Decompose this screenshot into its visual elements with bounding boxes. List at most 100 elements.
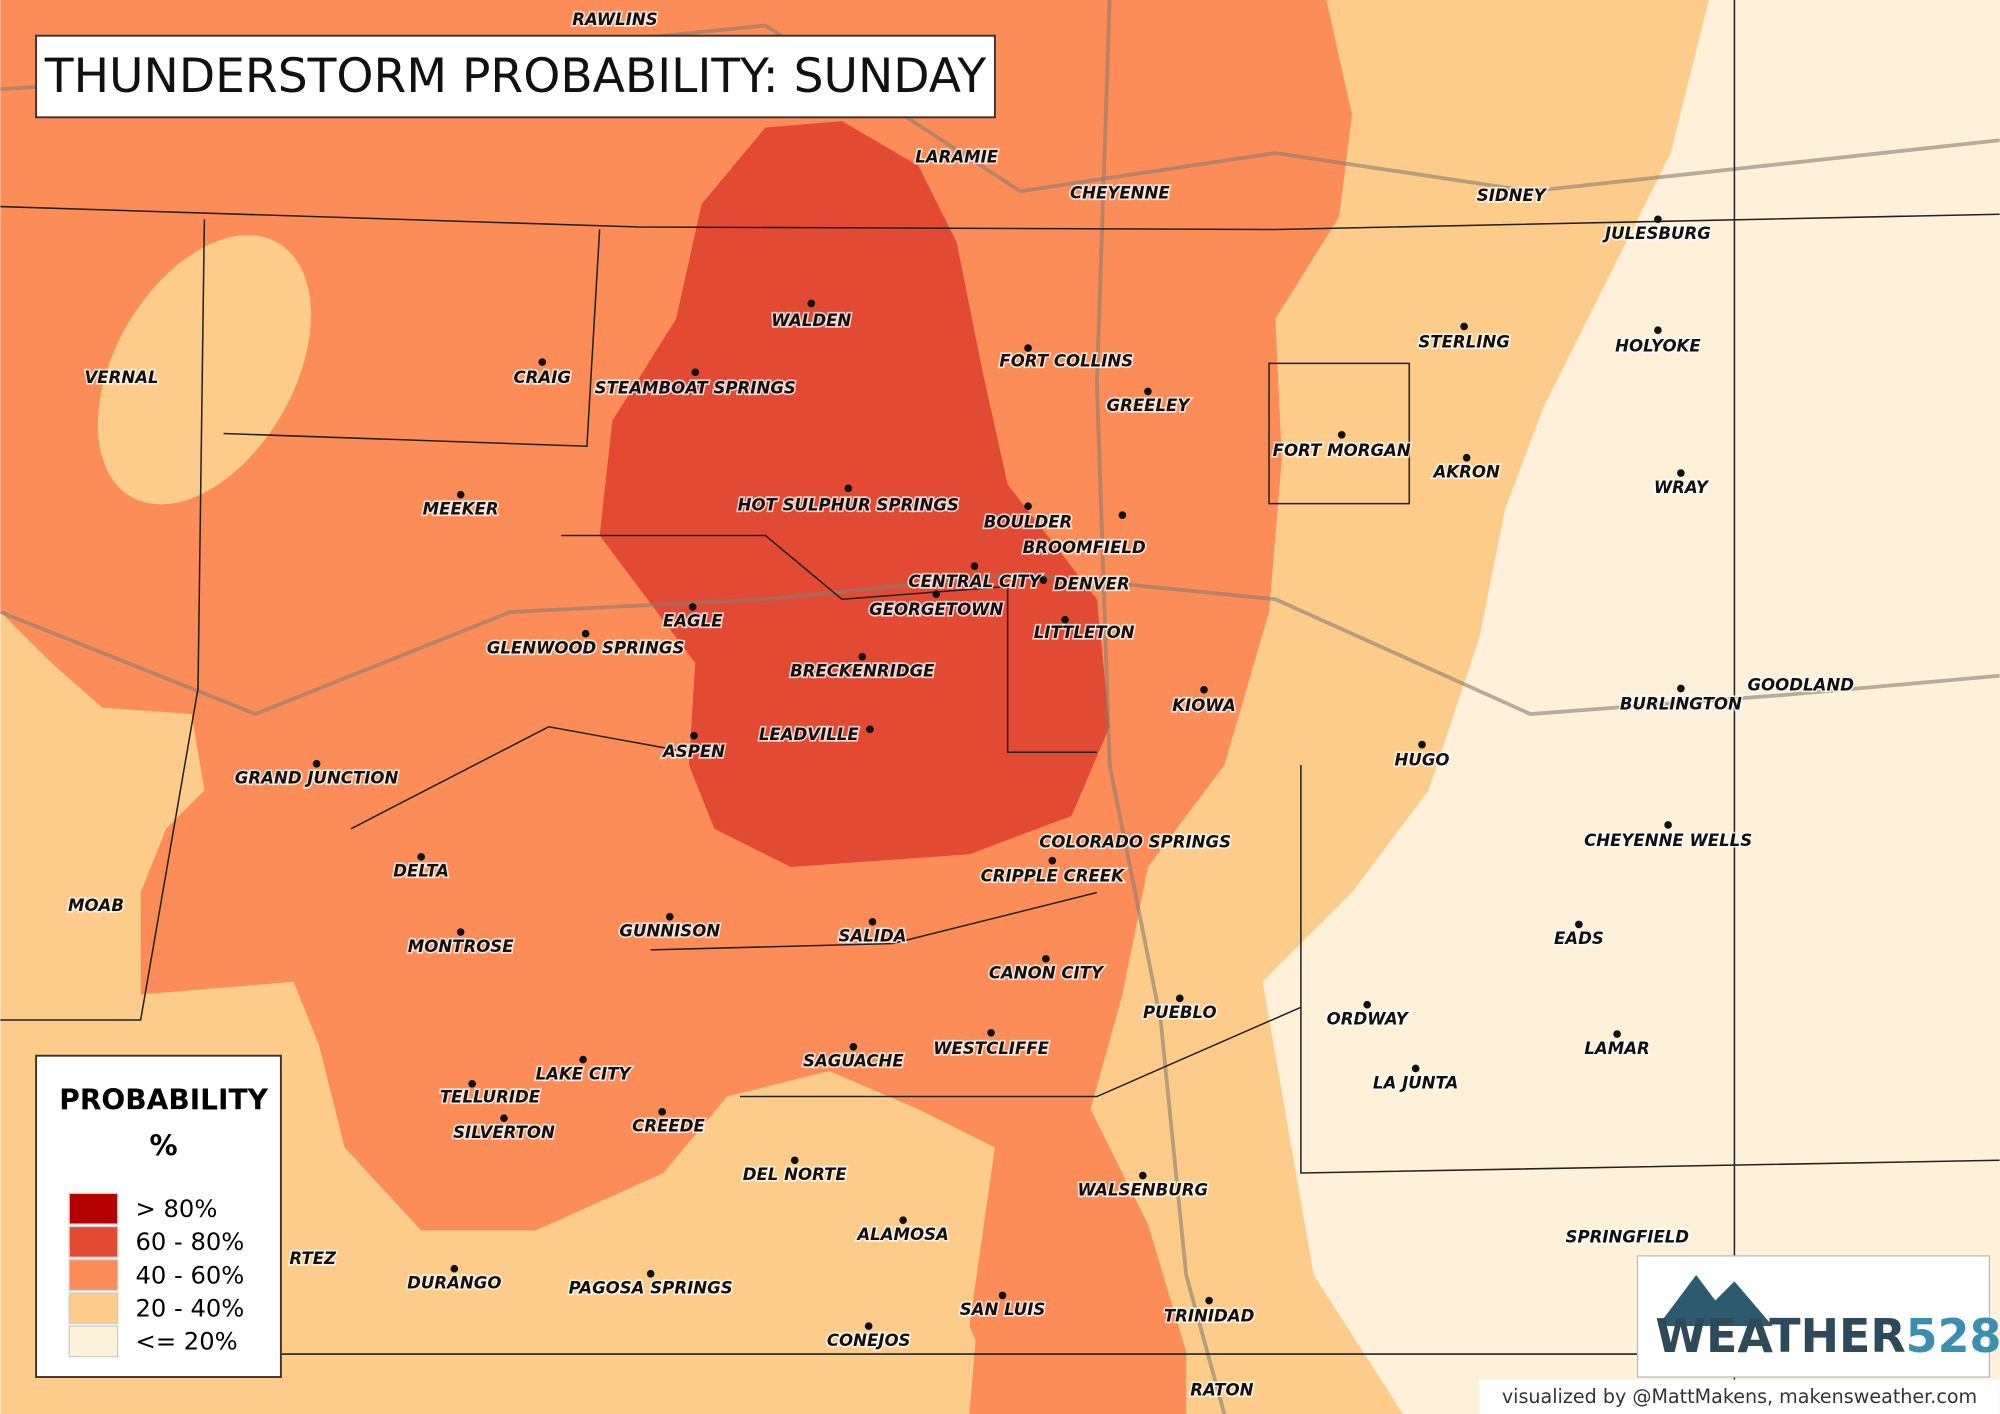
city-label: SIDNEY: [1477, 186, 1548, 205]
logo-number: 5280: [1906, 1308, 2000, 1362]
legend-swatch: [68, 1225, 119, 1258]
city-dot: [538, 358, 547, 366]
city-dot: [1175, 994, 1184, 1003]
city-dot: [1024, 502, 1032, 511]
legend-swatch: [68, 1325, 119, 1358]
city-label: KIOWA: [1172, 696, 1236, 715]
city-dot: [658, 1107, 666, 1116]
city-label: CREEDE: [632, 1117, 705, 1136]
city-label: SAN LUIS: [960, 1300, 1046, 1319]
city-label: SALIDA: [838, 927, 906, 946]
city-label: DURANGO: [407, 1273, 501, 1292]
city-label: DENVER: [1054, 575, 1130, 594]
city-dot: [1042, 954, 1050, 963]
city-label: GRAND JUNCTION: [235, 769, 399, 788]
city-dot: [468, 1079, 476, 1088]
city-label: FORT MORGAN: [1273, 441, 1411, 460]
city-label: STERLING: [1418, 332, 1509, 351]
city-label: COLORADO SPRINGS: [1039, 832, 1231, 851]
city-label: LAMAR: [1584, 1039, 1649, 1058]
city-label: VERNAL: [84, 368, 158, 387]
city-label: MOAB: [68, 896, 124, 915]
city-label: CHEYENNE WELLS: [1584, 831, 1752, 850]
cities: RAWLINS LARAMIE CHEYENNE SIDNEY JULESBURG WAL…: [66, 8, 1855, 1401]
city-dot: [790, 1156, 799, 1165]
city-label: TRINIDAD: [1164, 1307, 1255, 1326]
city-label: TELLURIDE: [440, 1087, 541, 1106]
city-dot: [864, 1322, 873, 1330]
city-dot: [1613, 1030, 1621, 1038]
city-dot: [1460, 322, 1468, 331]
city-label: JULESBURG: [1602, 224, 1711, 243]
city-dot: [500, 1114, 508, 1123]
city-label: HOLYOKE: [1615, 336, 1701, 355]
city-dot: [970, 562, 979, 570]
city-dot: [1411, 1064, 1420, 1073]
legend-swatch: [68, 1192, 119, 1225]
city-label: ALAMOSA: [855, 1225, 949, 1244]
logo: WEATHER5280: [1655, 1308, 2000, 1362]
city-label: WALDEN: [771, 311, 851, 330]
city-label: LEADVILLE: [759, 725, 860, 744]
city-dot: [450, 1264, 459, 1273]
city-dot: [1664, 821, 1672, 829]
city-label: AKRON: [1431, 463, 1499, 482]
city-dot: [899, 1216, 907, 1225]
city-label: LAKE CITY: [536, 1064, 633, 1083]
city-dot: [858, 652, 867, 661]
credit-box: [1479, 1379, 2000, 1414]
city-dot: [844, 484, 853, 493]
city-dot: [932, 590, 941, 598]
city-dot: [1138, 1171, 1147, 1180]
city-dot: [312, 759, 321, 768]
city-dot: [849, 1042, 858, 1051]
city-dot: [646, 1269, 655, 1278]
city-label: RAWLINS: [572, 10, 658, 29]
city-label: DEL NORTE: [743, 1165, 848, 1184]
city-dot: [1462, 453, 1471, 462]
city-label: SAGUACHE: [803, 1052, 904, 1071]
city-label: SPRINGFIELD: [1566, 1228, 1690, 1247]
city-dot: [456, 490, 465, 499]
city-dot: [1144, 387, 1152, 396]
legend-swatch: [68, 1292, 119, 1325]
city-label: BURLINGTON: [1620, 695, 1742, 714]
legend-label: > 80%: [136, 1195, 218, 1223]
city-label: WESTCLIFFE: [933, 1039, 1049, 1058]
city-label: BROOMFIELD: [1023, 538, 1146, 557]
logo-word: WEATHER: [1655, 1308, 1905, 1362]
city-label: BOULDER: [984, 512, 1073, 531]
city-label: GUNNISON: [619, 922, 720, 941]
city-dot: [1024, 344, 1032, 352]
city-dot: [987, 1028, 995, 1037]
title-box: [35, 34, 996, 119]
city-label: MEEKER: [423, 500, 499, 519]
city-label: EADS: [1554, 929, 1604, 948]
city-label: RTEZ: [289, 1249, 337, 1268]
city-dot: [581, 629, 590, 638]
city-dot: [1200, 685, 1208, 694]
city-label: PUEBLO: [1143, 1003, 1217, 1022]
city-dot: [665, 912, 674, 921]
city-dot: [579, 1055, 587, 1064]
city-label: SILVERTON: [453, 1123, 555, 1142]
city-label: CENTRAL CITY: [908, 572, 1042, 591]
legend-label: 60 - 80%: [136, 1228, 245, 1256]
city-label: EAGLE: [663, 612, 723, 631]
city-dot: [417, 852, 425, 861]
city-label: ORDWAY: [1327, 1010, 1410, 1029]
city-label: FORT COLLINS: [999, 352, 1133, 371]
city-label: WRAY: [1654, 478, 1710, 497]
city-label: CONEJOS: [827, 1331, 911, 1350]
city-dot: [1205, 1296, 1213, 1305]
city-dot: [1575, 920, 1583, 929]
city-dot: [688, 603, 697, 611]
city-label: WALSENBURG: [1078, 1180, 1209, 1199]
title: THUNDERSTORM PROBABILITY: SUNDAY: [44, 49, 987, 104]
zone-20-40: [97, 235, 311, 505]
city-label: CRIPPLE CREEK: [981, 867, 1126, 886]
city-dot: [1039, 576, 1048, 584]
